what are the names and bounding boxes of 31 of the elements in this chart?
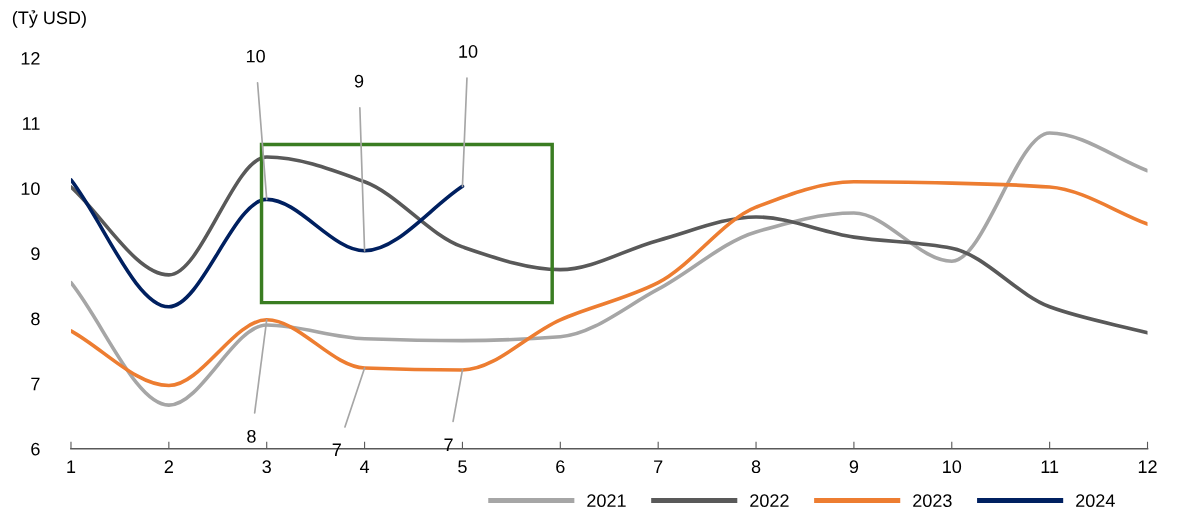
annotation: 10 bbox=[459, 45, 478, 58]
x-tick-label: 7 bbox=[654, 460, 663, 473]
x-tick-label: 3 bbox=[262, 460, 271, 474]
legend-label: 2023 bbox=[913, 494, 952, 508]
y-axis-title: (Tỷ USD) bbox=[12, 10, 86, 28]
x-tick-label: 8 bbox=[751, 460, 761, 474]
line-series bbox=[70, 178, 465, 309]
line-series bbox=[70, 179, 1148, 388]
legend-label: 2021 bbox=[587, 494, 626, 508]
x-tick-label: 6 bbox=[556, 460, 565, 474]
x-tick-label: 11 bbox=[1041, 460, 1059, 473]
y-tick-label: 8 bbox=[31, 312, 40, 326]
y-tick-label: 11 bbox=[23, 117, 40, 130]
x-tick-label: 5 bbox=[458, 460, 467, 474]
legend-label: 2022 bbox=[750, 494, 789, 508]
x-tick-label: 4 bbox=[359, 460, 370, 473]
x-tick-label: 10 bbox=[943, 460, 962, 474]
y-tick-label: 7 bbox=[31, 377, 40, 391]
line-series bbox=[70, 155, 1148, 335]
x-tick-label: 9 bbox=[849, 460, 859, 474]
annotation: 8 bbox=[247, 429, 256, 443]
y-tick-label: 10 bbox=[21, 182, 40, 196]
annotation: 9 bbox=[354, 74, 364, 88]
x-tick-label: 2 bbox=[164, 460, 173, 473]
y-tick-label: 9 bbox=[31, 247, 40, 261]
y-tick-label: 6 bbox=[31, 442, 40, 456]
x-tick-label: 12 bbox=[1138, 460, 1157, 473]
x-tick-label: 1 bbox=[67, 460, 76, 473]
annotation: 10 bbox=[246, 49, 265, 63]
y-tick-label: 12 bbox=[21, 52, 40, 65]
legend-label: 2024 bbox=[1076, 494, 1115, 508]
